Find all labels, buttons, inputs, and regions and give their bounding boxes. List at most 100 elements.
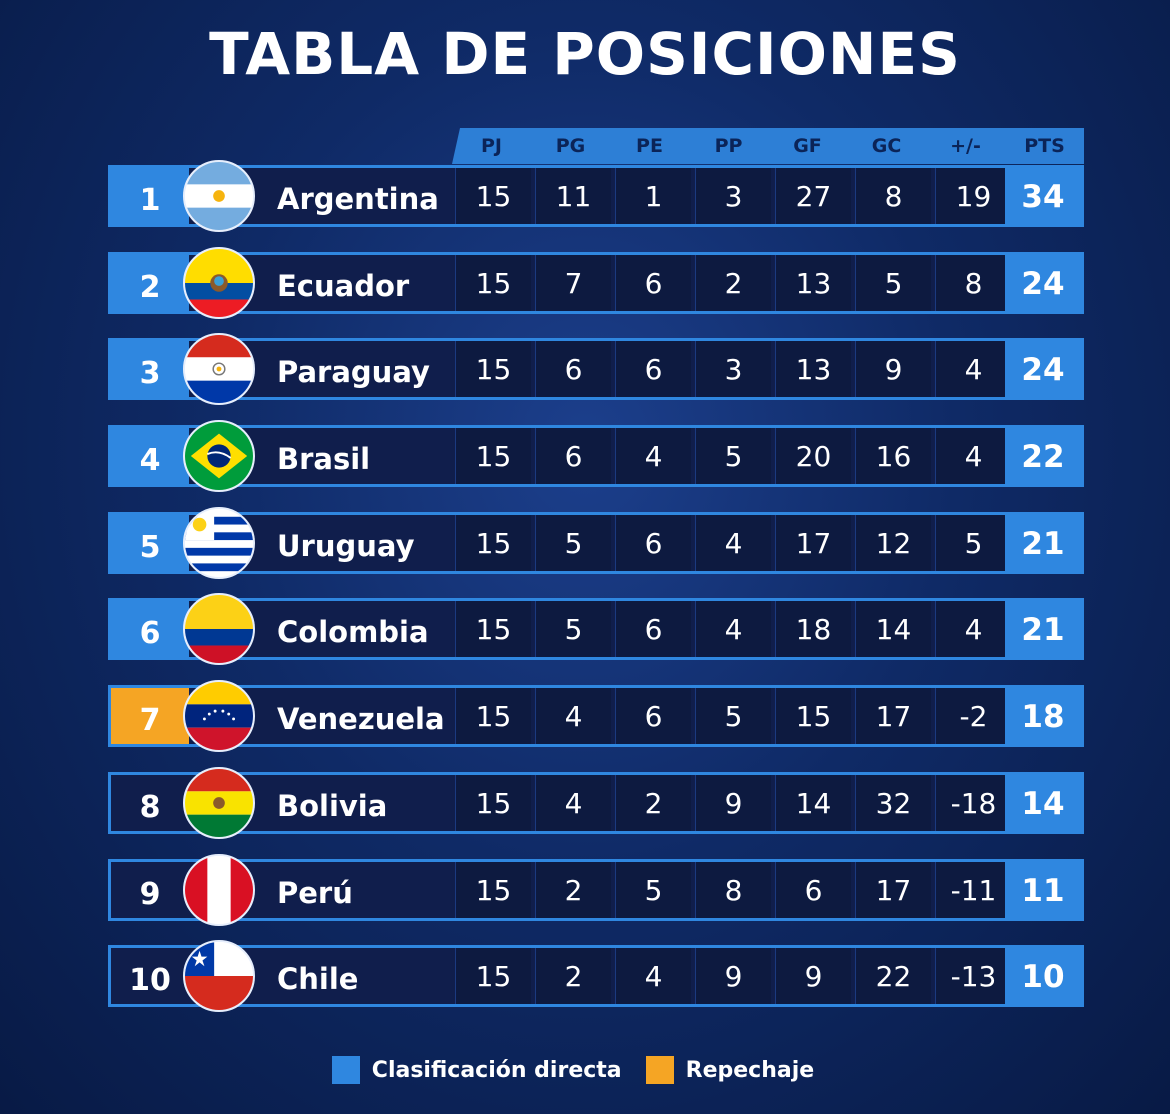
stat-diff: 4 xyxy=(935,428,1011,485)
team-name: Paraguay xyxy=(277,355,430,390)
table-row: 5 Uruguay 15 5 6 4 17 12 5 21 xyxy=(108,506,1084,579)
col-header-pg: PG xyxy=(555,135,586,157)
points: 14 xyxy=(1005,774,1081,831)
stat-gc: 22 xyxy=(855,948,931,1005)
bolivia-flag-icon xyxy=(183,766,255,839)
table-row: 3 Paraguay 15 6 6 3 13 9 4 24 xyxy=(108,333,1084,406)
stat-pp: 9 xyxy=(695,774,771,831)
stats-cells: 15 4 6 5 15 17 -2 xyxy=(455,688,1015,745)
stats-cells: 15 11 1 3 27 8 19 xyxy=(455,168,1015,224)
table-header: PJ PG PE PP GF GC +/- PTS xyxy=(452,128,1084,164)
stat-pe: 1 xyxy=(615,168,691,224)
stat-pg: 7 xyxy=(535,254,611,311)
position-number: 1 xyxy=(111,168,189,224)
team-name: Uruguay xyxy=(277,528,415,563)
stat-diff: 8 xyxy=(935,254,1011,311)
stat-gc: 16 xyxy=(855,428,931,485)
stats-cells: 15 6 4 5 20 16 4 xyxy=(455,428,1015,485)
stat-pj: 15 xyxy=(455,948,531,1005)
stat-pj: 15 xyxy=(455,861,531,918)
points: 11 xyxy=(1005,861,1081,918)
ecuador-flag-icon xyxy=(183,246,255,319)
stat-pe: 2 xyxy=(615,774,691,831)
stat-pg: 11 xyxy=(535,168,611,224)
legend: Clasificación directa Repechaje xyxy=(0,1052,1170,1088)
col-header-gc: GC xyxy=(871,135,902,157)
points: 18 xyxy=(1005,688,1081,745)
stat-pj: 15 xyxy=(455,688,531,745)
position-number: 2 xyxy=(111,254,189,311)
stat-gf: 6 xyxy=(775,861,851,918)
team-name: Venezuela xyxy=(277,702,445,737)
table-row: 8 Bolivia 15 4 2 9 14 32 -18 14 xyxy=(108,766,1084,839)
stat-gc: 32 xyxy=(855,774,931,831)
stat-diff: -13 xyxy=(935,948,1011,1005)
col-header-pe: PE xyxy=(636,135,663,157)
position-number: 10 xyxy=(111,948,189,1005)
stat-pg: 5 xyxy=(535,514,611,571)
team-name: Argentina xyxy=(277,182,439,216)
stat-diff: 4 xyxy=(935,341,1011,398)
col-header-gf: GF xyxy=(793,135,822,157)
stat-pg: 2 xyxy=(535,948,611,1005)
stat-pg: 2 xyxy=(535,861,611,918)
legend-repechaje-label: Repechaje xyxy=(685,1057,815,1083)
stat-gf: 9 xyxy=(775,948,851,1005)
peru-flag-icon xyxy=(183,853,255,926)
stats-cells: 15 5 6 4 18 14 4 xyxy=(455,601,1015,658)
standings-table: 1 Argentina 15 11 1 3 27 8 19 34 2 Ecuador 15 7 6 2 13 5 8… xyxy=(108,160,1084,1032)
col-header-pp: PP xyxy=(714,135,743,157)
stat-pe: 6 xyxy=(615,601,691,658)
colombia-flag-icon xyxy=(183,593,255,666)
points: 24 xyxy=(1005,254,1081,311)
table-row: 7 Venezuela 15 4 6 5 15 17 -2 18 xyxy=(108,680,1084,753)
stat-pp: 4 xyxy=(695,514,771,571)
stat-gf: 18 xyxy=(775,601,851,658)
points: 24 xyxy=(1005,341,1081,398)
stat-pe: 5 xyxy=(615,861,691,918)
position-number: 8 xyxy=(111,774,189,831)
chile-flag-icon xyxy=(183,940,255,1013)
table-row: 10 Chile 15 2 4 9 9 22 -13 10 xyxy=(108,940,1084,1013)
position-number: 6 xyxy=(111,601,189,658)
position-number: 3 xyxy=(111,341,189,398)
stat-diff: -18 xyxy=(935,774,1011,831)
position-number: 5 xyxy=(111,514,189,571)
legend-direct-swatch xyxy=(331,1056,360,1084)
brazil-flag-icon xyxy=(183,420,255,493)
position-number: 4 xyxy=(111,428,189,485)
stat-pg: 4 xyxy=(535,774,611,831)
team-name: Brasil xyxy=(277,442,371,477)
stat-pp: 5 xyxy=(695,688,771,745)
col-header-pj: PJ xyxy=(481,135,502,157)
position-number: 9 xyxy=(111,861,189,918)
stat-gc: 9 xyxy=(855,341,931,398)
table-row: 2 Ecuador 15 7 6 2 13 5 8 24 xyxy=(108,246,1084,319)
stat-diff: 5 xyxy=(935,514,1011,571)
stat-gf: 13 xyxy=(775,341,851,398)
stat-gf: 13 xyxy=(775,254,851,311)
stat-diff: -11 xyxy=(935,861,1011,918)
stat-pp: 9 xyxy=(695,948,771,1005)
stat-pp: 3 xyxy=(695,341,771,398)
stat-pj: 15 xyxy=(455,601,531,658)
stats-cells: 15 4 2 9 14 32 -18 xyxy=(455,774,1015,831)
stat-gf: 14 xyxy=(775,774,851,831)
col-header-pts: PTS xyxy=(1024,135,1065,157)
stat-pe: 4 xyxy=(615,428,691,485)
team-name: Ecuador xyxy=(277,268,410,303)
stat-pp: 3 xyxy=(695,168,771,224)
stat-pj: 15 xyxy=(455,774,531,831)
stat-gc: 17 xyxy=(855,861,931,918)
stat-gf: 15 xyxy=(775,688,851,745)
team-name: Chile xyxy=(277,962,359,997)
stat-pg: 4 xyxy=(535,688,611,745)
stat-pj: 15 xyxy=(455,168,531,224)
table-row: 9 Perú 15 2 5 8 6 17 -11 11 xyxy=(108,853,1084,926)
stats-cells: 15 2 4 9 9 22 -13 xyxy=(455,948,1015,1005)
stat-diff: -2 xyxy=(935,688,1011,745)
stat-pg: 5 xyxy=(535,601,611,658)
stats-cells: 15 2 5 8 6 17 -11 xyxy=(455,861,1015,918)
points: 10 xyxy=(1005,948,1081,1005)
uruguay-flag-icon xyxy=(183,506,255,579)
